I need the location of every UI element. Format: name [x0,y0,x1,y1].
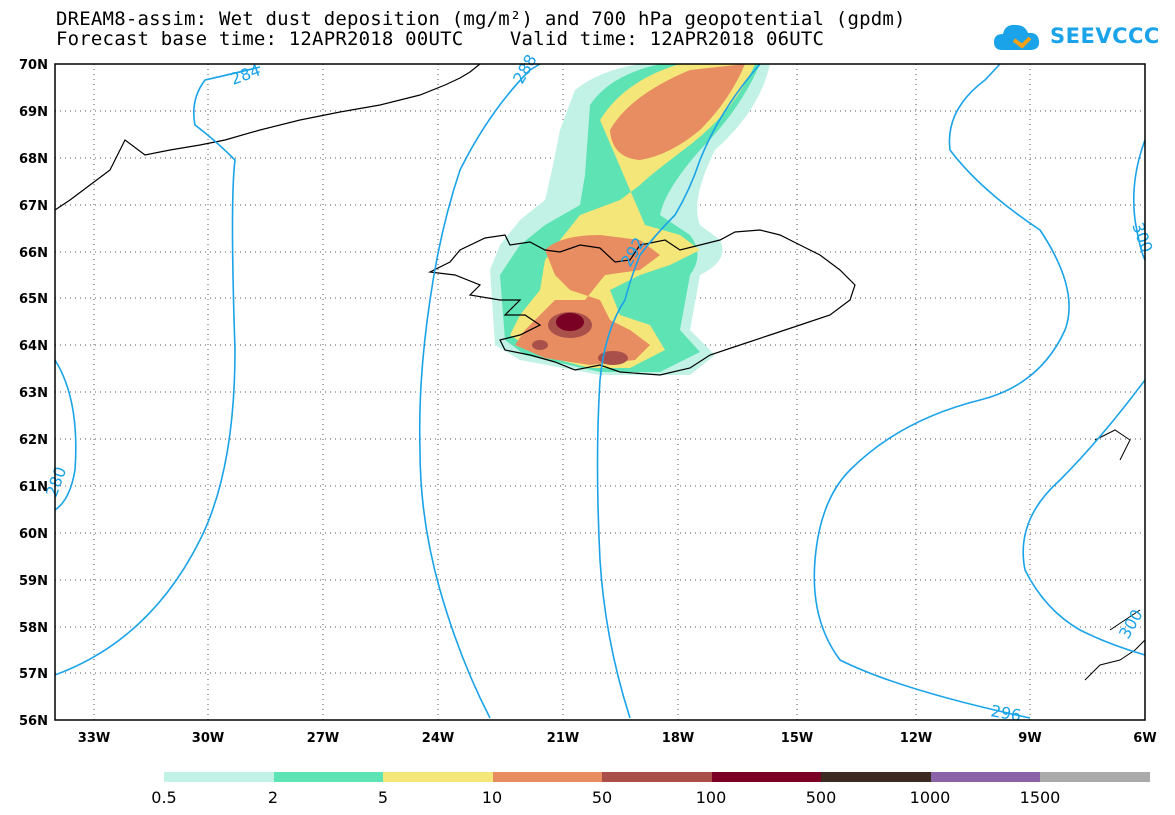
map-subtitle: Forecast base time: 12APR2018 00UTC Vali… [56,28,825,50]
colorbar-swatch [711,772,822,782]
contour-label-296: 296 [989,701,1022,725]
dust-orange-west [515,235,660,365]
map-frame [54,63,1146,721]
contour-300-east [1022,379,1146,656]
lat-label: 68N [19,152,48,167]
lat-label: 59N [19,574,48,589]
contour-296 [813,63,1070,719]
contour-288 [418,63,541,719]
logo-text: SEEVCCC [1050,24,1160,48]
colorbar-label: 10 [481,788,503,807]
dust-core-sw [532,340,548,350]
lat-label: 61N [19,480,48,495]
colorbar-swatch [1040,772,1150,782]
dust-core-south [598,351,628,365]
colorbar-swatch [930,772,1041,782]
dust-plume-orange [610,64,745,160]
lat-label: 60N [19,527,48,542]
colorbar-label: 2 [267,788,279,807]
lat-label: 65N [19,292,48,307]
cloud-icon [994,24,1040,50]
lon-label: 18W [662,731,694,746]
colorbar-label: 500 [805,788,837,807]
latitude-labels: 70N 69N 68N 67N 66N 65N 64N 63N 62N 61N … [19,58,48,729]
colorbar-label: 0.5 [151,788,177,807]
lon-label: 30W [192,731,224,746]
colorbar-swatch [383,772,493,782]
iceland-coastline [427,229,856,376]
dust-core-darkest [556,313,584,331]
lon-label: 9W [1018,731,1041,746]
lat-label: 58N [19,621,48,636]
lon-label: 33W [78,731,110,746]
lat-label: 64N [19,339,48,354]
colorbar-swatch [602,772,712,782]
colorbar-label: 1500 [1019,788,1061,807]
colorbar-label: 1000 [909,788,951,807]
lon-label: 15W [781,731,813,746]
contour-280-south [54,66,261,676]
scotland-coastline [1084,429,1146,681]
lon-label: 24W [422,731,454,746]
colorbar-swatch [821,772,931,782]
colorbar-label: 5 [377,788,389,807]
lon-label: 21W [547,731,579,746]
colorbar-swatch [164,772,274,782]
lat-label: 67N [19,199,48,214]
colorbar-swatch [492,772,603,782]
contour-280 [54,359,77,511]
colorbar-label: 50 [591,788,613,807]
lat-label: 69N [19,105,48,120]
greenland-coastline [54,63,481,211]
colorbar-swatch [273,772,384,782]
lat-label: 57N [19,667,48,682]
contour-300 [1133,139,1146,261]
map-plot: 284 288 292 296 300 280 300 70N 69N 68N … [19,51,1157,746]
longitude-labels: 33W 30W 27W 24W 21W 18W 15W 12W 9W 6W [78,731,1157,746]
dust-deposition-shading [490,64,770,375]
colorbar-label: 100 [695,788,727,807]
lat-label: 56N [19,714,48,729]
lat-label: 62N [19,433,48,448]
lon-label: 27W [307,731,339,746]
lon-label: 6W [1133,731,1156,746]
dust-plume-yellow [510,64,755,368]
contour-292 [596,63,761,719]
lat-label: 70N [19,58,48,73]
lat-label: 66N [19,246,48,261]
geopotential-contours [54,63,1146,719]
map-title: DREAM8-assim: Wet dust deposition (mg/m²… [56,8,906,30]
lon-label: 12W [900,731,932,746]
lat-label: 63N [19,386,48,401]
